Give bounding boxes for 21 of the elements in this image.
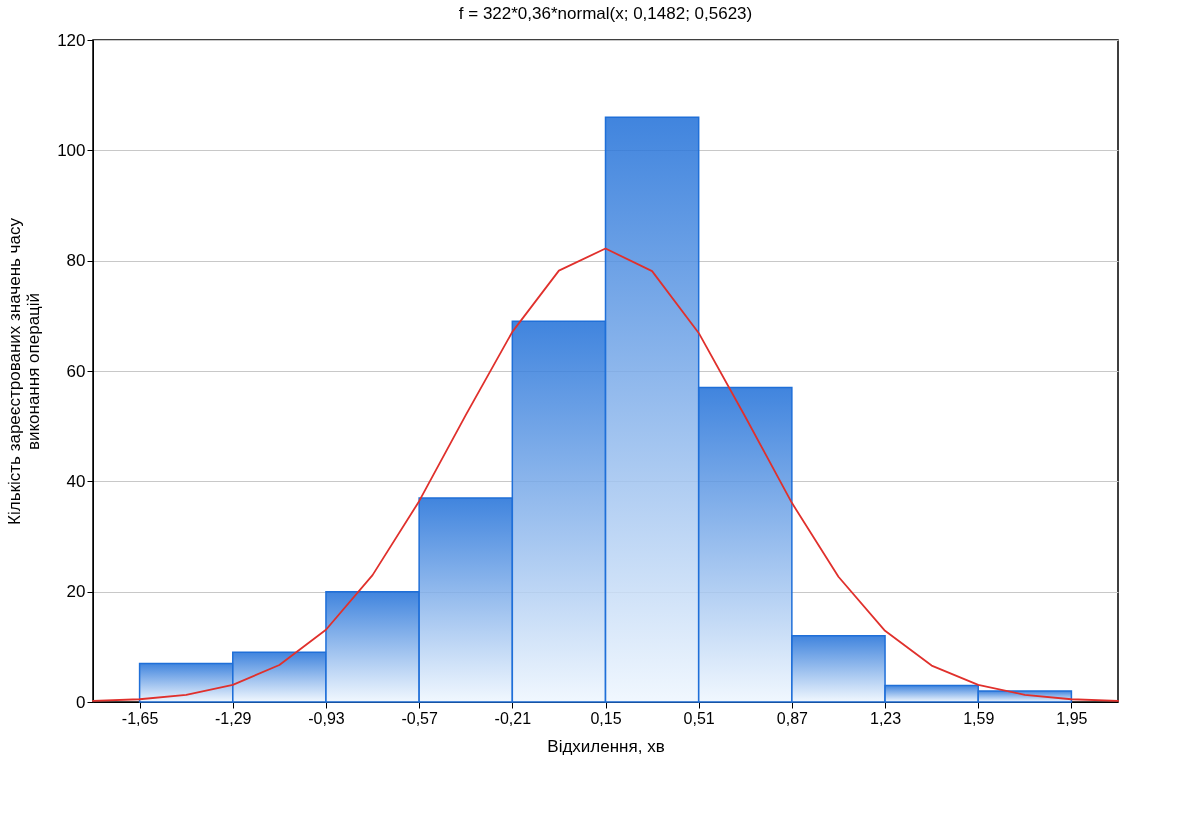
x-tick-label: 1,95	[1056, 709, 1088, 727]
y-tick-label: 0	[76, 692, 86, 712]
x-tick-label: -1,29	[215, 709, 252, 727]
x-tick-label: 0,15	[590, 709, 622, 727]
x-tick-label: 1,23	[869, 709, 902, 727]
x-tick-label: 1,59	[963, 709, 995, 727]
x-axis-title: Відхилення, хв	[547, 736, 665, 756]
y-tick-label: 80	[66, 251, 86, 271]
x-tick-label: -1,65	[121, 709, 159, 727]
x-tick-label: -0,93	[308, 709, 345, 727]
y-tick-label: 60	[66, 361, 86, 381]
chart-title: f = 322*0,36*normal(x; 0,1482; 0,5623)	[458, 4, 753, 23]
y-tick-label: 40	[66, 471, 86, 491]
x-tick-label: 0,87	[776, 709, 809, 727]
x-tick-label: -0,21	[494, 709, 532, 727]
x-tick-label: -0,57	[401, 709, 438, 727]
y-tick-label: 100	[57, 140, 86, 160]
y-tick-label: 120	[57, 30, 86, 50]
y-axis-title: Кількість зареєстрованих значень часу виконання операцій	[5, 217, 44, 525]
x-tick-label: 0,51	[683, 709, 715, 727]
y-tick-label: 20	[66, 582, 86, 602]
